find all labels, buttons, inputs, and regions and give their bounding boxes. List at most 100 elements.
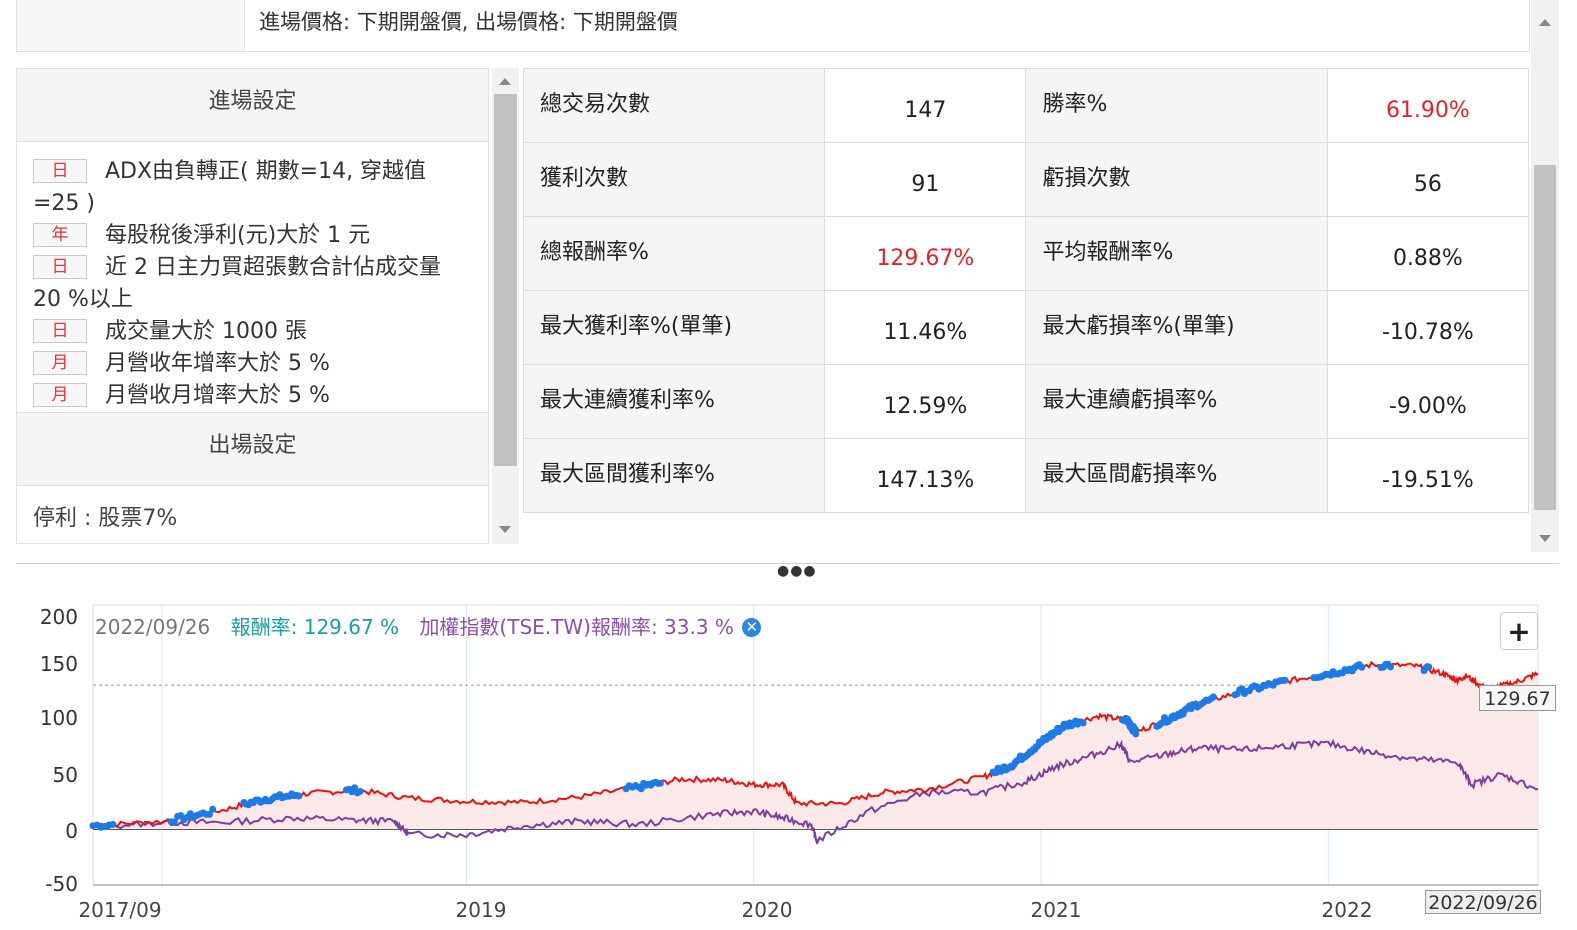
outer-scrollbar[interactable] bbox=[1531, 0, 1559, 552]
condition-text: 每股稅後淨利(元)大於 1 元 bbox=[105, 223, 371, 248]
stat-label: 最大區間虧損率% bbox=[1025, 438, 1328, 513]
trade-marker bbox=[209, 805, 217, 813]
stat-value: -19.51% bbox=[1326, 438, 1530, 513]
stat-value: 61.90% bbox=[1326, 68, 1530, 143]
scroll-up-icon[interactable] bbox=[499, 78, 511, 85]
scroll-up-icon[interactable] bbox=[1539, 19, 1551, 26]
strategy-settings-panel: 進場設定 日 ADX由負轉正( 期數=14, 穿越值=25 ) 年每股稅後淨利(元… bbox=[16, 68, 489, 544]
condition-text: 近 2 日主力買超張數合計佔成交量 20 %以上 bbox=[33, 255, 441, 312]
y-tick-label: 150 bbox=[40, 652, 78, 676]
price-setting-text: 進場價格: 下期開盤價, 出場價格: 下期開盤價 bbox=[259, 10, 678, 34]
condition-text: ADX由負轉正( 期數=14, 穿越值=25 ) bbox=[33, 159, 427, 216]
trade-marker bbox=[109, 820, 117, 828]
exit-settings-title: 出場設定 bbox=[17, 412, 488, 486]
trade-marker bbox=[206, 810, 214, 818]
strategy-line bbox=[92, 660, 1539, 829]
stat-label: 最大連續獲利率% bbox=[522, 364, 826, 439]
stat-value: 147 bbox=[824, 68, 1027, 143]
legend-index-return: 加權指數(TSE.TW)報酬率: 33.3 % bbox=[419, 615, 734, 639]
stat-label: 最大虧損率%(單筆) bbox=[1025, 290, 1328, 365]
x-tick-label: 2020 bbox=[742, 898, 793, 922]
x-tick-label: 2022 bbox=[1322, 898, 1373, 922]
strategy-area bbox=[93, 662, 1538, 829]
chart-legend: 2022/09/26 報酬率: 129.67 % 加權指數(TSE.TW)報酬率… bbox=[95, 611, 762, 640]
pane-divider bbox=[16, 563, 1559, 564]
period-tag: 年 bbox=[33, 223, 87, 247]
stat-value: -10.78% bbox=[1326, 290, 1530, 365]
trade-marker bbox=[1358, 663, 1366, 671]
y-tick-label: 100 bbox=[40, 706, 78, 730]
stat-label: 勝率% bbox=[1025, 68, 1328, 143]
settings-scrollbar[interactable] bbox=[492, 68, 519, 544]
trade-marker bbox=[1387, 663, 1395, 671]
stats-row: 最大連續獲利率% 12.59% 最大連續虧損率% -9.00% bbox=[522, 364, 1530, 439]
condition-item: 年每股稅後淨利(元)大於 1 元 bbox=[33, 220, 472, 252]
exit-condition-text: 停利 : 股票7% bbox=[33, 506, 178, 531]
stat-value: -9.00% bbox=[1326, 364, 1530, 439]
period-tag: 日 bbox=[33, 255, 87, 279]
x-tick-label: 2017/09 bbox=[78, 898, 161, 922]
zoom-in-button[interactable]: + bbox=[1500, 612, 1538, 650]
stat-label: 平均報酬率% bbox=[1025, 216, 1328, 291]
period-tag: 日 bbox=[33, 319, 87, 343]
stat-value: 12.59% bbox=[824, 364, 1027, 439]
condition-item: 日近 2 日主力買超張數合計佔成交量 20 %以上 bbox=[33, 252, 472, 316]
x-tick-label: 2021 bbox=[1031, 898, 1082, 922]
stat-label: 最大獲利率%(單筆) bbox=[522, 290, 826, 365]
x-tick-label: 2019 bbox=[456, 898, 507, 922]
price-setting-row: 進場價格: 下期開盤價, 出場價格: 下期開盤價 bbox=[16, 0, 1530, 52]
stat-value: 129.67% bbox=[824, 216, 1027, 291]
stat-label: 虧損次數 bbox=[1025, 142, 1328, 217]
y-tick-label: 50 bbox=[53, 763, 78, 787]
trade-marker bbox=[356, 787, 364, 795]
period-tag: 月 bbox=[33, 351, 87, 375]
stat-label: 獲利次數 bbox=[522, 142, 826, 217]
stat-label: 總報酬率% bbox=[522, 216, 826, 291]
trade-marker bbox=[170, 818, 178, 826]
stats-row: 總交易次數 147 勝率% 61.90% bbox=[522, 68, 1530, 143]
trade-marker bbox=[1209, 693, 1217, 701]
settings-scrollbar-thumb[interactable] bbox=[494, 94, 517, 466]
period-tag: 日 bbox=[33, 159, 87, 183]
condition-text: 月營收月增率大於 5 % bbox=[105, 383, 330, 408]
trade-marker bbox=[1132, 730, 1140, 738]
stat-value: 147.13% bbox=[824, 438, 1027, 513]
trade-marker bbox=[637, 785, 645, 793]
legend-strategy-return: 報酬率: 129.67 % bbox=[230, 615, 400, 639]
trade-marker bbox=[1281, 676, 1289, 684]
stat-value: 11.46% bbox=[824, 290, 1027, 365]
scroll-down-icon[interactable] bbox=[1539, 535, 1551, 542]
close-icon[interactable]: ✕ bbox=[742, 618, 762, 637]
resize-handle-icon[interactable]: ●●● bbox=[777, 563, 817, 579]
index-line bbox=[92, 738, 1539, 845]
stats-row: 最大區間獲利率% 147.13% 最大區間虧損率% -19.51% bbox=[522, 438, 1530, 513]
current-date-flag: 2022/09/26 bbox=[1425, 890, 1541, 914]
stats-row: 獲利次數 91 虧損次數 56 bbox=[522, 142, 1530, 217]
entry-conditions-list: 日 ADX由負轉正( 期數=14, 穿越值=25 ) 年每股稅後淨利(元)大於 1… bbox=[17, 142, 488, 412]
trade-marker bbox=[295, 792, 303, 800]
condition-item: 日成交量大於 1000 張 bbox=[33, 316, 472, 348]
legend-date: 2022/09/26 bbox=[95, 615, 211, 639]
stat-label: 最大連續虧損率% bbox=[1025, 364, 1328, 439]
entry-settings-title: 進場設定 bbox=[17, 69, 488, 142]
stat-label: 總交易次數 bbox=[522, 68, 826, 143]
trade-marker bbox=[1425, 663, 1433, 671]
stat-value: 91 bbox=[824, 142, 1027, 217]
condition-text: 月營收年增率大於 5 % bbox=[105, 351, 330, 376]
stats-row: 最大獲利率%(單筆) 11.46% 最大虧損率%(單筆) -10.78% bbox=[522, 290, 1530, 365]
stats-row: 總報酬率% 129.67% 平均報酬率% 0.88% bbox=[522, 216, 1530, 291]
condition-text: 成交量大於 1000 張 bbox=[105, 319, 307, 344]
y-tick-label: 0 bbox=[65, 819, 78, 843]
outer-scrollbar-thumb[interactable] bbox=[1534, 165, 1556, 510]
y-tick-label: -50 bbox=[45, 872, 78, 896]
current-value-flag: 129.67 bbox=[1479, 685, 1556, 711]
stat-value: 0.88% bbox=[1326, 216, 1530, 291]
trade-marker bbox=[656, 779, 664, 787]
stat-label: 最大區間獲利率% bbox=[522, 438, 826, 513]
stat-value: 56 bbox=[1326, 142, 1530, 217]
scroll-down-icon[interactable] bbox=[499, 526, 511, 533]
condition-item: 月月營收月增率大於 5 % bbox=[33, 380, 472, 412]
condition-item: 日 ADX由負轉正( 期數=14, 穿越值=25 ) bbox=[33, 156, 472, 220]
trade-marker bbox=[1079, 719, 1087, 727]
